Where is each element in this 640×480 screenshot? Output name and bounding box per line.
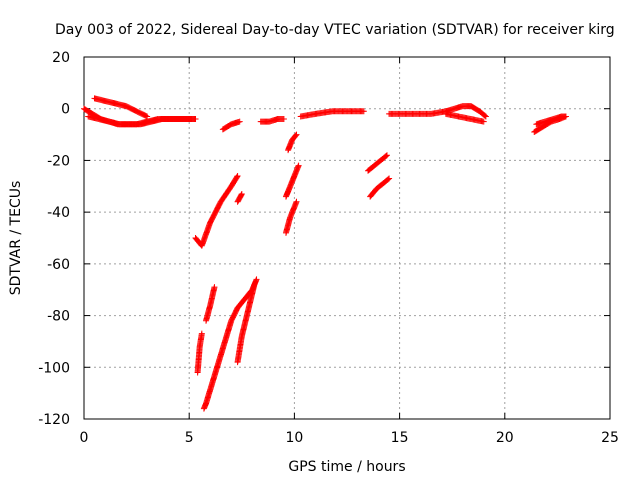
y-tick-label: -100 [38,360,70,376]
data-point [386,175,393,182]
chart-title: Day 003 of 2022, Sidereal Day-to-day VTE… [55,22,615,38]
data-point [481,112,488,119]
data-point [480,118,487,125]
data-point [143,112,150,119]
data-series-6 [194,330,205,376]
data-point [295,162,302,169]
plot-frame [83,56,611,420]
axis-ticks [83,56,611,420]
data-point [238,191,245,198]
data-series-16 [367,175,393,200]
data-point [234,172,241,179]
data-series-7 [234,281,258,366]
data-point [293,131,300,138]
x-tick-label: 20 [496,430,514,446]
data-series-12 [282,162,302,200]
data-series-14 [297,108,367,120]
data-point [251,281,258,288]
y-tick-label: 20 [52,50,70,66]
data-point [144,113,151,120]
data-point [238,192,245,199]
y-tick-label: -20 [47,153,70,169]
data-series-17 [386,108,449,117]
data-series-8 [219,118,243,133]
data-point [211,284,218,291]
y-tick-label: -80 [47,309,70,325]
x-tick-label: 10 [285,430,303,446]
data-point [253,276,260,283]
data-point [236,118,243,125]
data-series-9 [234,191,245,205]
data-point [383,152,390,159]
data-point [234,173,241,180]
data-point [192,116,199,123]
data-series-2 [85,113,199,128]
data-series-21 [533,113,569,128]
data-point [482,113,489,120]
data-points [81,95,569,412]
data-series-18 [442,103,489,120]
data-series-15 [365,152,390,174]
x-axis-label: GPS time / hours [288,459,405,475]
data-point [280,116,287,123]
data-point [562,113,569,120]
data-point [198,330,205,337]
data-series-13 [285,131,300,154]
y-tick-label: 0 [61,102,70,118]
x-tick-label: 15 [391,430,409,446]
x-tick-label: 5 [185,430,194,446]
data-series-19 [442,110,487,125]
x-tick-label: 0 [80,430,89,446]
data-point [385,176,392,183]
x-tick-label: 25 [601,430,619,446]
y-tick-label: -60 [47,257,70,273]
grid [84,57,610,419]
data-series-10 [257,116,287,125]
y-tick-label: -40 [47,205,70,221]
data-point [360,108,367,115]
data-series-1 [91,95,151,120]
data-point [292,132,299,139]
data-point [383,152,390,159]
y-tick-label: -120 [38,412,70,428]
data-series-3 [192,172,241,249]
y-tick-labels: -120 -100 -80 -60 -40 -20 0 20 [38,50,70,428]
data-series-11 [282,198,300,236]
y-axis-label: SDTVAR / TECUs [8,181,24,296]
x-tick-labels: 0 5 10 15 20 25 [80,430,619,446]
data-point [293,198,300,205]
data-series-5 [203,284,218,324]
